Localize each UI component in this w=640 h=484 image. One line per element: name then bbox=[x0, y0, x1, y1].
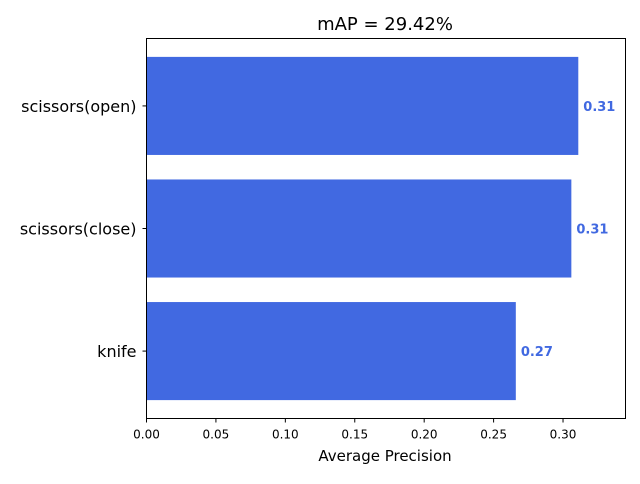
x-axis: 0.00 0.05 0.10 0.15 0.20 0.25 0.30 bbox=[133, 418, 577, 442]
bar-value-label: 0.31 bbox=[576, 223, 608, 238]
x-tick-label: 0.25 bbox=[480, 428, 507, 442]
bars-layer bbox=[146, 56, 579, 401]
y-tick-label: scissors(close) bbox=[20, 220, 137, 239]
value-labels-layer: 0.27 0.31 0.31 bbox=[521, 100, 616, 360]
x-tick-label: 0.30 bbox=[550, 428, 577, 442]
bar bbox=[146, 56, 579, 155]
bar-value-label: 0.27 bbox=[521, 345, 553, 360]
bar-value-label: 0.31 bbox=[583, 100, 615, 115]
y-axis: knife scissors(close) scissors(open) bbox=[20, 97, 147, 361]
x-axis-label: Average Precision bbox=[318, 447, 451, 465]
bar bbox=[146, 302, 516, 401]
bar bbox=[146, 179, 572, 278]
x-tick-label: 0.05 bbox=[203, 428, 230, 442]
y-tick-label: scissors(open) bbox=[21, 97, 136, 116]
y-tick-label: knife bbox=[97, 342, 136, 361]
x-tick-label: 0.10 bbox=[272, 428, 299, 442]
chart-title: mAP = 29.42% bbox=[317, 14, 453, 35]
x-tick-label: 0.15 bbox=[341, 428, 368, 442]
x-tick-label: 0.20 bbox=[411, 428, 438, 442]
x-tick-label: 0.00 bbox=[133, 428, 160, 442]
